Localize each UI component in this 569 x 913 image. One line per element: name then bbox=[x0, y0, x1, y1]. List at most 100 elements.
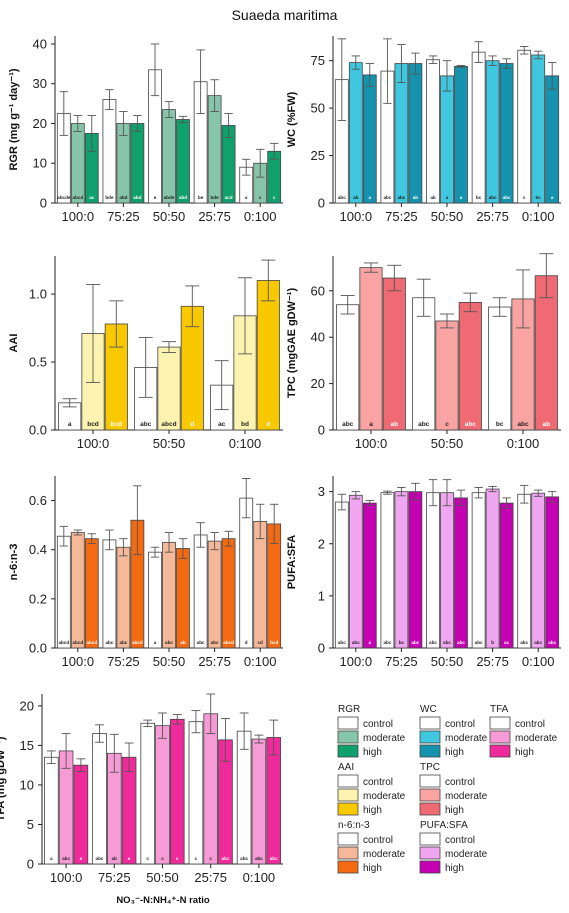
legend-label-moderate: moderate bbox=[363, 791, 406, 802]
y-tick-label: 30 bbox=[33, 76, 47, 91]
legend-swatch-high bbox=[419, 860, 441, 874]
x-tick-label: 25:75 bbox=[476, 654, 509, 669]
bar-control bbox=[44, 756, 59, 865]
significance-letter: c bbox=[273, 195, 276, 200]
bar-control bbox=[426, 492, 440, 649]
significance-letter: a bbox=[460, 195, 463, 200]
bar-high bbox=[534, 275, 558, 431]
legend-PUFA:SFA: PUFA:SFA control moderate high bbox=[419, 820, 488, 874]
bar-moderate bbox=[70, 532, 85, 649]
significance-letter: d bbox=[266, 421, 270, 428]
significance-letter: abc bbox=[517, 421, 529, 428]
bar-moderate bbox=[253, 521, 268, 649]
significance-letter: bc bbox=[476, 195, 482, 200]
significance-letter: ac bbox=[89, 195, 95, 200]
y-axis-label: TFA (mg gDW⁻¹) bbox=[0, 736, 7, 821]
significance-letter: bcd bbox=[111, 421, 123, 428]
x-tick-label: 50:50 bbox=[153, 436, 186, 451]
y-tick-label: 10 bbox=[20, 777, 34, 792]
y-tick-label: 20 bbox=[311, 376, 325, 391]
legend-swatch-control bbox=[489, 716, 511, 730]
significance-letter: ab bbox=[180, 640, 186, 645]
y-tick-label: 40 bbox=[311, 330, 325, 345]
significance-letter: a bbox=[154, 640, 157, 645]
legend-swatch-control bbox=[337, 832, 359, 846]
y-axis-label: n-6:n-3 bbox=[8, 544, 20, 581]
bar-control bbox=[412, 297, 436, 431]
legend-title: WC bbox=[420, 704, 437, 715]
legend-TPC: TPC control moderate high bbox=[419, 762, 488, 816]
chart-panel-tpc: 0 20 40 60 TPC (mgGAE gDW⁻¹) abc a ab 100:0 abc c a… bbox=[286, 253, 561, 451]
bar-moderate bbox=[157, 346, 181, 431]
bar-control bbox=[236, 730, 252, 865]
legend-title: PUFA:SFA bbox=[420, 820, 468, 831]
bar-moderate bbox=[162, 541, 176, 649]
significance-letter: ab bbox=[413, 195, 419, 200]
bar-high bbox=[408, 63, 423, 204]
legend-swatch-high bbox=[419, 802, 441, 816]
significance-letter: c bbox=[195, 856, 198, 861]
y-tick-label: 50 bbox=[311, 101, 325, 116]
significance-letter: ab bbox=[430, 195, 436, 200]
y-tick-label: 3 bbox=[318, 484, 325, 499]
legend-swatch-high bbox=[337, 744, 359, 758]
y-tick-label: 20 bbox=[20, 698, 34, 713]
significance-letter: d bbox=[245, 640, 248, 645]
significance-letter: abc bbox=[520, 640, 528, 645]
significance-letter: abc bbox=[222, 856, 230, 861]
x-tick-label: 100:0 bbox=[77, 436, 110, 451]
bar-moderate bbox=[440, 492, 454, 649]
significance-letter: abc bbox=[443, 640, 451, 645]
x-tick-label: 25:75 bbox=[194, 870, 227, 885]
y-axis-label: TPC (mgGAE gDW⁻¹) bbox=[286, 288, 298, 399]
significance-letter: abc bbox=[429, 640, 437, 645]
bar-high bbox=[545, 75, 560, 204]
significance-letter: abcd bbox=[132, 640, 143, 645]
y-tick-label: 1.0 bbox=[29, 287, 47, 302]
significance-letter: a bbox=[551, 195, 554, 200]
significance-letter: abc bbox=[342, 421, 354, 428]
legend-title: TPC bbox=[420, 762, 440, 773]
significance-letter: bc bbox=[399, 640, 405, 645]
x-tick-label: 0:100 bbox=[244, 654, 277, 669]
bar-moderate bbox=[348, 494, 363, 649]
significance-letter: abcd bbox=[223, 640, 234, 645]
bar-control bbox=[188, 721, 204, 865]
y-axis-label: PUFA:SFA bbox=[286, 535, 298, 589]
significance-letter: acd bbox=[225, 195, 233, 200]
significance-letter: bde bbox=[211, 195, 220, 200]
significance-letter: abde bbox=[164, 195, 175, 200]
y-tick-label: 0 bbox=[27, 857, 34, 872]
y-tick-label: 40 bbox=[33, 36, 47, 51]
chart-panel-pufasfa: 0 1 2 3 PUFA:SFA abc abc a 100:0 abc bc abc 75:25 abc… bbox=[286, 476, 561, 669]
x-tick-label: 50:50 bbox=[431, 436, 464, 451]
bar-control bbox=[426, 59, 440, 204]
legend-label-control: control bbox=[363, 777, 393, 788]
legend-swatch-control bbox=[337, 774, 359, 788]
bar-control bbox=[56, 535, 71, 649]
significance-letter: abc bbox=[411, 640, 419, 645]
bar-high bbox=[545, 496, 560, 649]
significance-letter: abd bbox=[179, 195, 187, 200]
significance-letter: c bbox=[445, 421, 449, 428]
legend-swatch-moderate bbox=[419, 846, 441, 860]
bar-moderate bbox=[485, 488, 500, 649]
y-tick-label: 0.0 bbox=[29, 641, 47, 656]
significance-letter: abc bbox=[418, 421, 430, 428]
legend-swatch-control bbox=[419, 774, 441, 788]
legend-label-control: control bbox=[515, 719, 545, 730]
significance-letter: a bbox=[369, 421, 373, 428]
x-tick-label: 0:100 bbox=[507, 436, 540, 451]
significance-letter: abc bbox=[255, 856, 263, 861]
bar-moderate bbox=[440, 75, 454, 204]
significance-letter: a bbox=[80, 856, 83, 861]
x-tick-label: 0:100 bbox=[243, 870, 276, 885]
significance-letter: abc bbox=[338, 195, 346, 200]
legend-label-control: control bbox=[363, 719, 393, 730]
y-tick-label: 75 bbox=[311, 53, 325, 68]
bar-moderate bbox=[162, 109, 176, 204]
legend-label-moderate: moderate bbox=[515, 733, 558, 744]
bar-high bbox=[176, 119, 190, 204]
x-tick-label: 50:50 bbox=[431, 654, 464, 669]
